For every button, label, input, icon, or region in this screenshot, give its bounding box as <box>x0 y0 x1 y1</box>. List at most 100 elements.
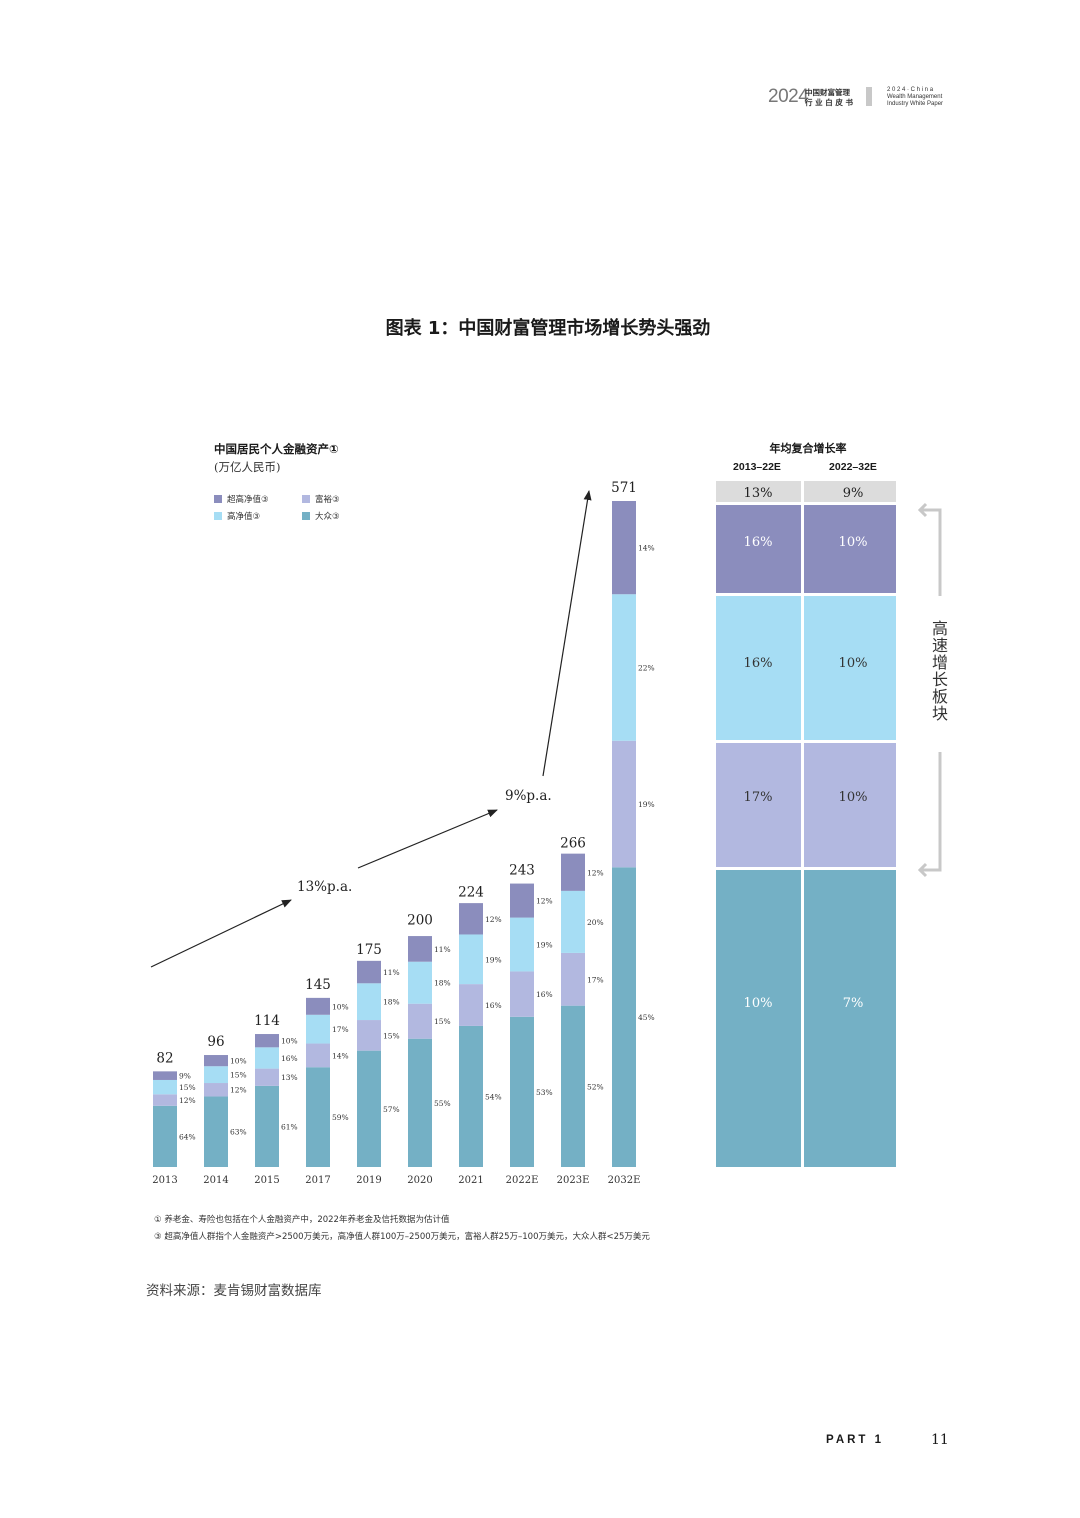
header-divider <box>866 87 872 106</box>
header-en-line3: Industry White Paper <box>887 101 944 107</box>
x-tick-label: 2017 <box>305 1175 330 1186</box>
bar-segment-mass-2015 <box>255 1085 279 1167</box>
segment-label: 11% <box>434 945 451 954</box>
segment-label: 12% <box>485 915 502 924</box>
side-label-char: 块 <box>931 704 948 723</box>
legend-swatch <box>302 512 310 520</box>
segment-label: 12% <box>179 1096 196 1105</box>
bar-segment-affluent-2017 <box>306 1043 330 1068</box>
bar-segment-uhnw-2017 <box>306 997 330 1015</box>
high-growth-bracket <box>917 502 942 878</box>
bar-total-label: 571 <box>611 480 637 496</box>
source-note: 资料来源：麦肯锡财富数据库 <box>146 1283 322 1299</box>
cagr-cell <box>804 505 896 593</box>
bar-segment-uhnw-2014 <box>204 1055 228 1067</box>
legend-swatch <box>214 495 222 503</box>
cagr-cell <box>716 743 801 867</box>
bar-segment-uhnw-2023E <box>561 853 585 891</box>
bar-segment-affluent-2015 <box>255 1068 279 1086</box>
segment-label: 12% <box>230 1086 247 1095</box>
segment-label: 15% <box>383 1031 400 1040</box>
bar-segment-mass-2021 <box>459 1025 483 1167</box>
segment-label: 9% <box>179 1072 191 1081</box>
segment-label: 18% <box>383 998 400 1007</box>
legend-uhnw: 超高净值③ <box>214 493 269 505</box>
cagr-affluent-1: 17% <box>744 790 773 805</box>
segment-label: 13% <box>281 1073 298 1082</box>
bar-segment-hnw-2021 <box>459 934 483 985</box>
header-en-line1: 2 0 2 4 · C h i n a <box>887 87 934 93</box>
cagr-cell <box>716 505 801 593</box>
side-label-char: 高 <box>931 619 948 638</box>
bar-segment-hnw-2023E <box>561 890 585 953</box>
side-label-char: 长 <box>931 670 948 689</box>
side-label-char: 增 <box>931 653 948 672</box>
bar-segment-mass-2022E <box>510 1016 534 1167</box>
segment-label: 10% <box>332 1002 349 1011</box>
segment-label: 12% <box>587 868 604 877</box>
bar-total-label: 96 <box>207 1034 224 1050</box>
cagr-uhnw-2: 10% <box>839 535 868 550</box>
segment-label: 22% <box>638 664 655 673</box>
cagr-cell <box>804 870 896 1167</box>
side-label-char: 速 <box>931 636 948 655</box>
segment-label: 19% <box>638 800 655 809</box>
x-tick-label: 2014 <box>203 1175 228 1186</box>
bar-segment-affluent-2014 <box>204 1083 228 1097</box>
bar-segment-mass-2020 <box>408 1038 432 1167</box>
cagr-mass-2: 7% <box>843 996 864 1011</box>
segment-label: 16% <box>536 990 553 999</box>
annotation-9pa: 9%p.a. <box>505 788 552 804</box>
x-tick-label: 2021 <box>458 1175 483 1186</box>
bar-segment-mass-2014 <box>204 1096 228 1167</box>
x-tick-label: 2015 <box>254 1175 279 1186</box>
page-number: 11 <box>931 1432 949 1448</box>
legend-label: 高净值③ <box>227 512 261 522</box>
legend-mass: 大众③ <box>302 510 340 522</box>
bar-segment-uhnw-2019 <box>357 960 381 984</box>
bar-segment-affluent-2013 <box>153 1094 177 1106</box>
header-en-line2: Wealth Management <box>887 94 943 100</box>
growth-arrow-2 <box>357 809 498 869</box>
segment-label: 17% <box>587 975 604 984</box>
bar-segment-uhnw-2013 <box>153 1071 177 1080</box>
bar-segment-mass-2013 <box>153 1105 177 1167</box>
bar-segment-hnw-2017 <box>306 1014 330 1044</box>
cagr-hnw-1: 16% <box>744 656 773 671</box>
bar-segment-uhnw-2021 <box>459 903 483 935</box>
segment-label: 19% <box>485 955 502 964</box>
cagr-row-hnw: 16% 10% <box>716 596 896 740</box>
bar-total-label: 266 <box>560 836 586 852</box>
segment-label: 16% <box>281 1054 298 1063</box>
segment-label: 55% <box>434 1099 451 1108</box>
legend-label: 富裕③ <box>315 495 340 505</box>
segment-label: 17% <box>332 1025 349 1034</box>
segment-label: 57% <box>383 1105 400 1114</box>
footnote-2: ③ 超高净值人群指个人金融资产>2500万美元，高净值人群100万–2500万美… <box>154 1232 650 1242</box>
segment-label: 19% <box>536 941 553 950</box>
cagr-header-2022-32: 2022–32E <box>829 461 877 473</box>
bar-total-label: 82 <box>156 1050 173 1066</box>
bar-segment-hnw-2020 <box>408 961 432 1004</box>
bar-total-label: 224 <box>458 885 484 901</box>
bar-segment-affluent-2023E <box>561 952 585 1006</box>
segment-label: 11% <box>383 968 400 977</box>
bar-segment-hnw-2022E <box>510 917 534 972</box>
segment-label: 15% <box>230 1071 247 1080</box>
segment-label: 45% <box>638 1013 655 1022</box>
bar-segment-hnw-2019 <box>357 983 381 1021</box>
cagr-row-affluent: 17% 10% <box>716 743 896 867</box>
legend-hnw: 高净值③ <box>214 510 260 522</box>
bar-total-label: 243 <box>509 863 535 879</box>
segment-label: 53% <box>536 1088 553 1097</box>
segment-label: 10% <box>281 1037 298 1046</box>
bar-segment-affluent-2032E <box>612 740 636 868</box>
x-tick-label: 2020 <box>407 1175 432 1186</box>
segment-label: 59% <box>332 1113 349 1122</box>
growth-arrow-3 <box>542 490 592 777</box>
chart-unit: (万亿人民币) <box>214 460 281 474</box>
cagr-uhnw-1: 16% <box>744 535 773 550</box>
bar-segment-affluent-2020 <box>408 1003 432 1039</box>
